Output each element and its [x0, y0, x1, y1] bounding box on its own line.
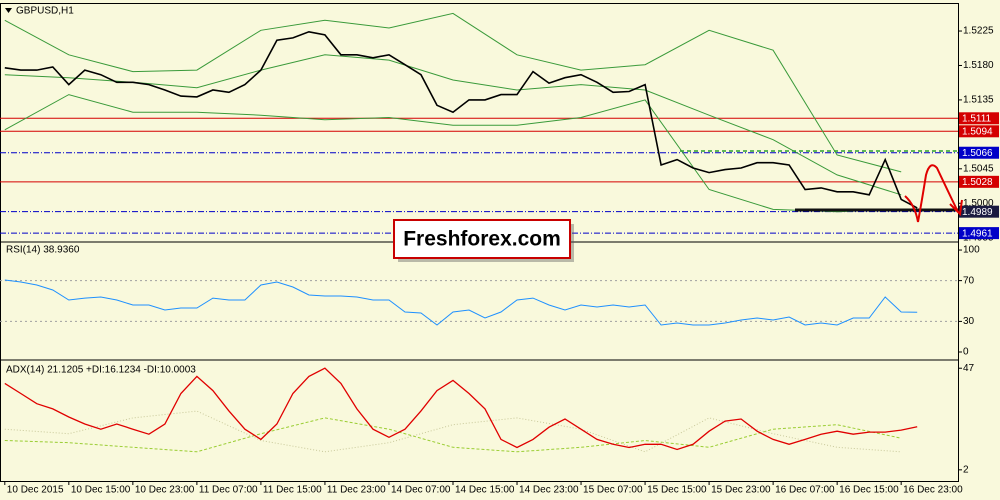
- series-line: [4, 30, 918, 209]
- x-tick-label: 11 Dec 15:00: [263, 485, 322, 496]
- x-tick-label: 16 Dec 07:00: [775, 485, 835, 496]
- y-tick-label: 47: [963, 363, 975, 374]
- level-label: 1.5028: [962, 177, 993, 188]
- series-line: [4, 279, 918, 326]
- y-tick-label: 1.5045: [963, 163, 994, 174]
- series-line: [4, 54, 902, 196]
- series-line: [4, 417, 902, 453]
- watermark-box: [393, 219, 571, 259]
- level-label-box: [959, 205, 999, 218]
- level-label-box: [959, 125, 999, 138]
- y-tick-label: 1.5225: [963, 26, 994, 37]
- x-tick-label: 16 Dec 23:00: [903, 485, 963, 496]
- x-tick-label: 14 Dec 23:00: [519, 485, 579, 496]
- series-line: [4, 367, 918, 451]
- y-tick-label: 1.5135: [963, 95, 994, 106]
- level-label-box: [959, 227, 999, 240]
- x-tick-label: 14 Dec 07:00: [391, 485, 451, 496]
- watermark: Freshforex.com: [403, 228, 561, 251]
- level-label: 1.5111: [962, 113, 992, 124]
- x-tick-label: 10 Dec 23:00: [135, 485, 195, 496]
- level-label-box: [959, 175, 999, 188]
- x-tick-label: 15 Dec 23:00: [711, 485, 771, 496]
- x-tick-label: 15 Dec 15:00: [647, 485, 707, 496]
- level-label: 1.4989: [962, 207, 993, 218]
- x-tick-label: 10 Dec 15:00: [71, 485, 131, 496]
- arrow-head: [949, 199, 963, 217]
- x-tick-label: 15 Dec 07:00: [583, 485, 643, 496]
- y-tick-label: 1.5180: [963, 60, 994, 71]
- x-tick-label: 11 Dec 23:00: [327, 485, 386, 496]
- y-tick-label: 1.5000: [963, 198, 994, 209]
- x-tick-label: 14 Dec 15:00: [455, 485, 515, 496]
- series-line: [4, 12, 902, 173]
- level-label-box: [959, 146, 999, 159]
- y-tick-label: 70: [963, 275, 975, 286]
- x-tick-label: 16 Dec 15:00: [839, 485, 899, 496]
- menu-triangle: [5, 8, 12, 13]
- series-line: [4, 410, 902, 453]
- rsi-title: RSI(14) 38.9360: [6, 245, 80, 256]
- layers: 1.52251.51801.51351.50901.50451.50001.49…: [0, 12, 999, 496]
- y-tick-label: 30: [963, 316, 975, 327]
- series-line: [4, 94, 902, 213]
- level-label: 1.5094: [962, 126, 993, 137]
- x-tick-label: 11 Dec 07:00: [199, 485, 258, 496]
- y-tick-label: 0: [963, 347, 969, 358]
- level-label-box: [959, 112, 999, 125]
- adx-title: ADX(14) 21.1205 +DI:16.1234 -DI:10.0003: [6, 365, 196, 376]
- y-tick-label: 100: [963, 245, 980, 256]
- x-tick-label: 10 Dec 2015: [7, 485, 64, 496]
- chart-title: GBPUSD,H1: [16, 6, 74, 17]
- y-tick-label: 2: [963, 464, 969, 475]
- forecast-arrow: [904, 164, 959, 223]
- level-label: 1.4961: [962, 228, 993, 239]
- level-label: 1.5066: [962, 148, 993, 159]
